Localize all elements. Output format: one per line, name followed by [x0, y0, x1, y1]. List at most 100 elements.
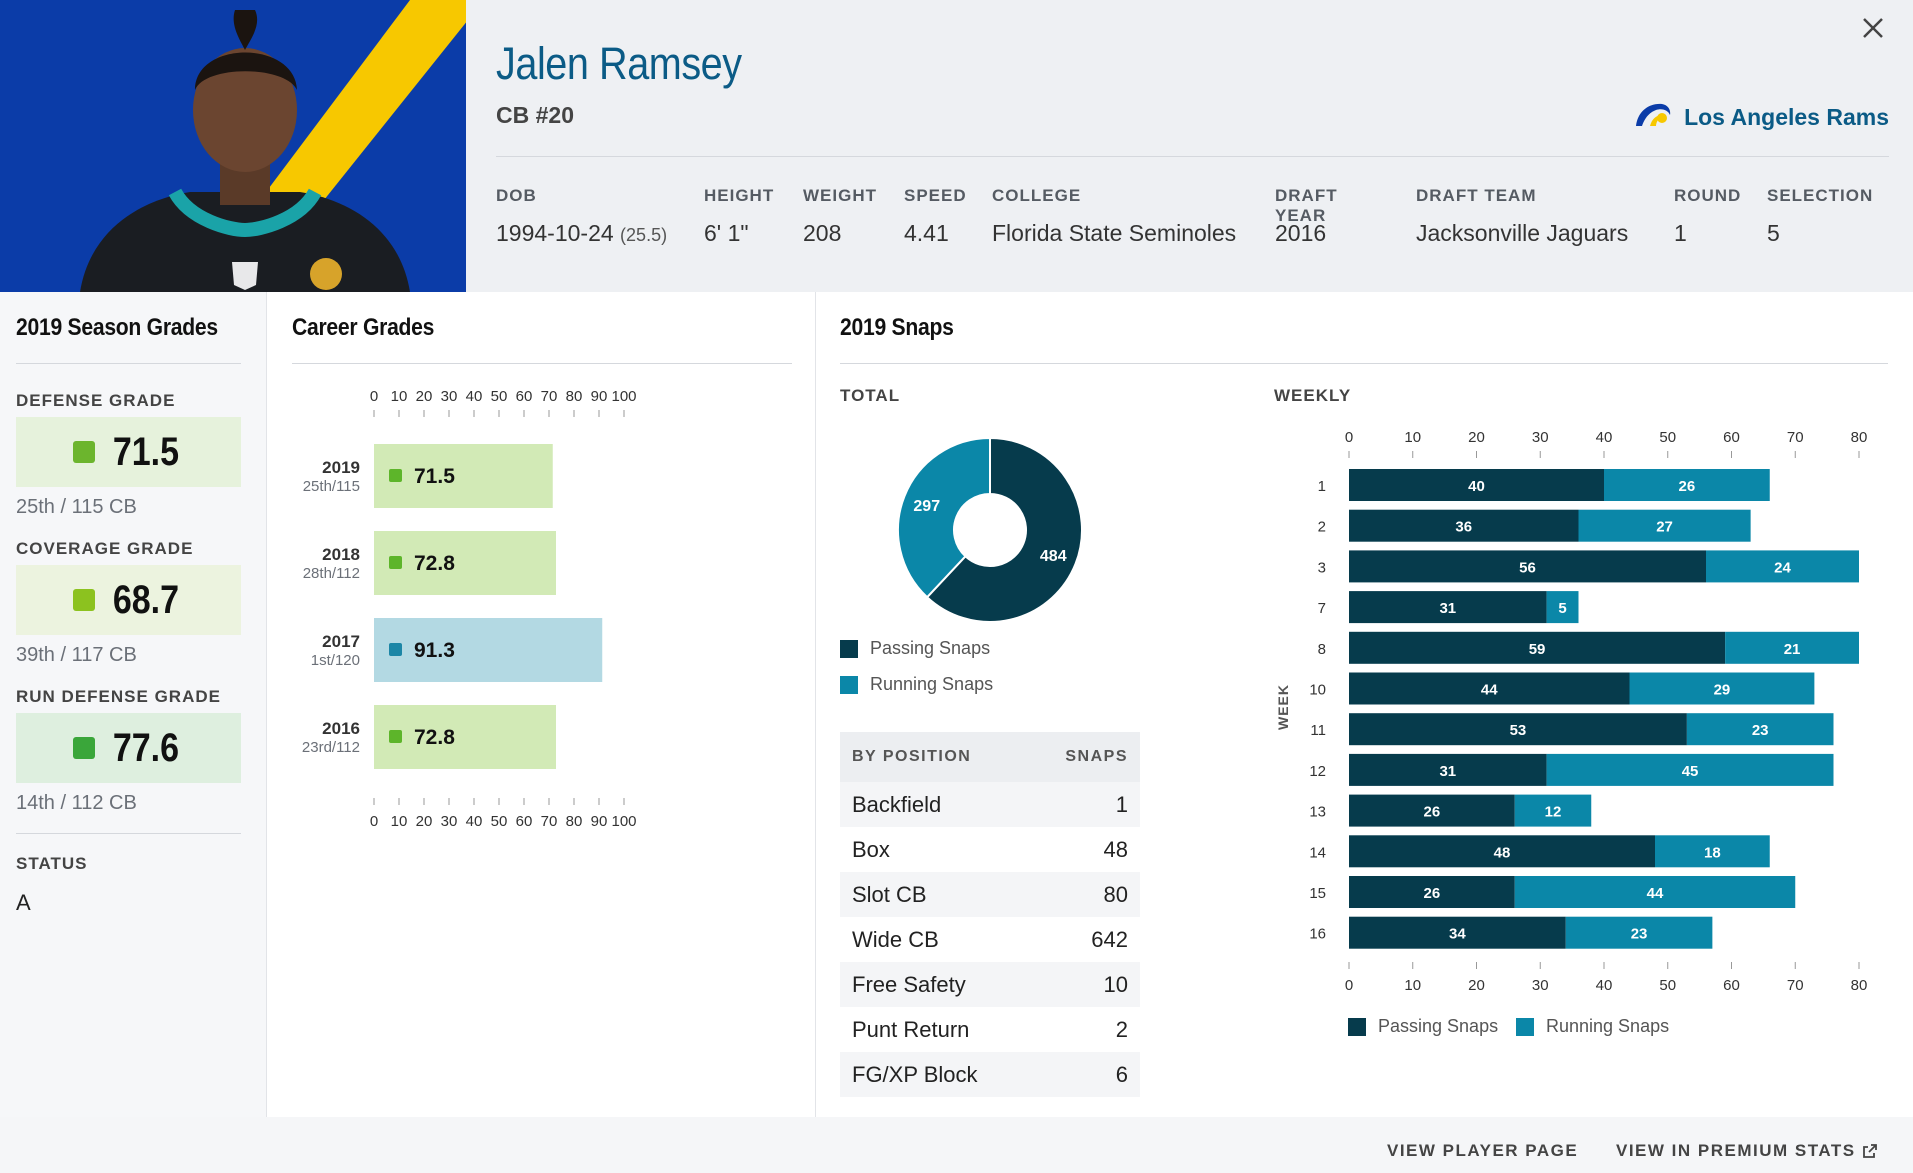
donut-legend-passing: Passing Snaps: [840, 638, 990, 659]
legend-label: Passing Snaps: [870, 638, 991, 658]
week-label: 15: [1309, 885, 1326, 902]
season-rank-label: 23rd/112: [302, 739, 360, 756]
running-snaps-bar: [1706, 550, 1859, 583]
career-grade-value: 71.5: [414, 465, 455, 488]
total-snaps-donut-chart: 484 297: [897, 436, 1083, 623]
divider: [16, 363, 241, 364]
row-position: Wide CB: [852, 926, 939, 952]
bio-height: HEIGHT 6' 1": [704, 186, 774, 247]
coverage-grade-label: COVERAGE GRADE: [16, 539, 194, 558]
x-tick-label-top: 80: [1851, 429, 1868, 446]
legend-label: Running Snaps: [870, 674, 994, 694]
player-header: Jalen Ramsey CB #20 Los Angeles Rams DOB: [0, 0, 1913, 292]
x-tick-label-top: 0: [370, 388, 378, 405]
x-tick-label-top: 80: [566, 388, 583, 405]
passing-snaps-value: 26: [1424, 804, 1441, 821]
passing-snaps-bar: [1349, 916, 1566, 949]
season-year-label: 2019: [322, 458, 360, 477]
bio-value: 1994-10-24: [496, 220, 614, 246]
bio-college: COLLEGE Florida State Seminoles: [992, 186, 1246, 247]
grade-color-indicator: [389, 730, 402, 743]
view-player-page-link[interactable]: VIEW PLAYER PAGE: [1387, 1141, 1579, 1160]
career-grades-panel: [267, 292, 816, 1117]
donut-slice: [897, 436, 991, 599]
x-tick-label-top: 0: [1345, 429, 1353, 446]
table-body: Backfield 1 Box 48 Slot CB 80 Wide CB 642 Fr…: [840, 782, 1140, 1097]
grade-color-indicator: [389, 556, 402, 569]
table-row: FG/XP Block 6: [840, 1052, 1140, 1097]
grade-color-indicator: [72, 589, 95, 611]
running-snaps-value: 26: [1679, 478, 1696, 495]
week-label: 12: [1309, 763, 1326, 780]
bio-value: 5: [1767, 220, 1780, 246]
passing-snaps-bar: [1349, 753, 1547, 786]
x-tick-label-bottom: 60: [516, 813, 533, 830]
run-defense-grade-label: RUN DEFENSE GRADE: [16, 687, 221, 706]
donut-value-label: 484: [1040, 548, 1067, 565]
bio-speed: SPEED 4.41: [904, 186, 966, 247]
team-link[interactable]: Los Angeles Rams: [1632, 100, 1889, 135]
passing-snaps-value: 31: [1439, 763, 1456, 780]
career-grade-value: 72.8: [414, 726, 455, 749]
passing-snaps-bar: [1349, 672, 1630, 705]
rams-logo-icon: [1632, 100, 1672, 135]
running-snaps-value: 29: [1714, 682, 1731, 699]
x-tick-label-bottom: 60: [1723, 977, 1740, 994]
passing-snaps-value: 36: [1455, 519, 1472, 536]
legend-label: Running Snaps: [1546, 1016, 1670, 1036]
passing-snaps-bar: [1349, 550, 1706, 583]
passing-snaps-value: 34: [1449, 926, 1466, 943]
legend-swatch: [840, 675, 858, 694]
passing-snaps-value: 48: [1494, 844, 1511, 861]
status-value: A: [16, 890, 31, 915]
x-tick-label-top: 10: [1404, 429, 1421, 446]
season-year-label: 2016: [322, 719, 360, 738]
x-tick-label-bottom: 40: [466, 813, 483, 830]
row-position: Slot CB: [852, 881, 927, 907]
passing-snaps-value: 53: [1510, 722, 1527, 739]
x-tick-label-bottom: 30: [1532, 977, 1549, 994]
row-position: Punt Return: [852, 1016, 970, 1042]
player-photo: [0, 0, 466, 292]
running-snaps-bar: [1565, 916, 1713, 949]
bio-label: ROUND: [1674, 186, 1742, 205]
coverage-grade-rank: 39th / 117 CB: [16, 644, 137, 666]
running-snaps-value: 23: [1631, 926, 1648, 943]
x-tick-label-bottom: 90: [591, 813, 608, 830]
defense-grade-value: 71.5: [112, 429, 179, 474]
bio-label: COLLEGE: [992, 186, 1082, 205]
view-premium-stats-link[interactable]: VIEW IN PREMIUM STATS: [1616, 1141, 1878, 1161]
row-snaps: 48: [1103, 836, 1128, 862]
x-tick-label-top: 50: [1659, 429, 1676, 446]
table-row: Free Safety 10: [840, 962, 1140, 1007]
x-tick-label-bottom: 80: [566, 813, 583, 830]
x-tick-label-bottom: 50: [491, 813, 508, 830]
divider: [292, 363, 792, 364]
grade-color-indicator: [389, 469, 402, 482]
bio-label: DOB: [496, 186, 537, 205]
grade-color-indicator: [72, 441, 95, 463]
week-label: 1: [1318, 478, 1326, 495]
x-tick-label-bottom: 80: [1851, 977, 1868, 994]
legend-swatch: [840, 639, 858, 658]
external-link-icon: [1862, 1144, 1877, 1158]
donut-slice: [925, 436, 1083, 623]
header-divider: [496, 156, 1889, 157]
table-row: Slot CB 80: [840, 872, 1140, 917]
career-grade-bar: [374, 531, 556, 595]
close-button[interactable]: [1859, 14, 1887, 42]
row-snaps: 6: [1115, 1061, 1128, 1087]
week-label: 3: [1318, 559, 1326, 576]
season-rank-label: 1st/120: [311, 652, 360, 669]
passing-snaps-value: 56: [1519, 559, 1536, 576]
week-label: 10: [1309, 682, 1326, 699]
passing-snaps-bar: [1349, 591, 1547, 624]
season-year-label: 2018: [322, 545, 360, 564]
coverage-grade-value: 68.7: [112, 577, 179, 622]
x-tick-label-top: 60: [1723, 429, 1740, 446]
week-label: 8: [1318, 641, 1326, 658]
x-tick-label-bottom: 0: [1345, 977, 1353, 994]
running-snaps-value: 18: [1704, 844, 1721, 861]
defense-grade-label: DEFENSE GRADE: [16, 391, 176, 410]
passing-snaps-value: 40: [1468, 478, 1485, 495]
